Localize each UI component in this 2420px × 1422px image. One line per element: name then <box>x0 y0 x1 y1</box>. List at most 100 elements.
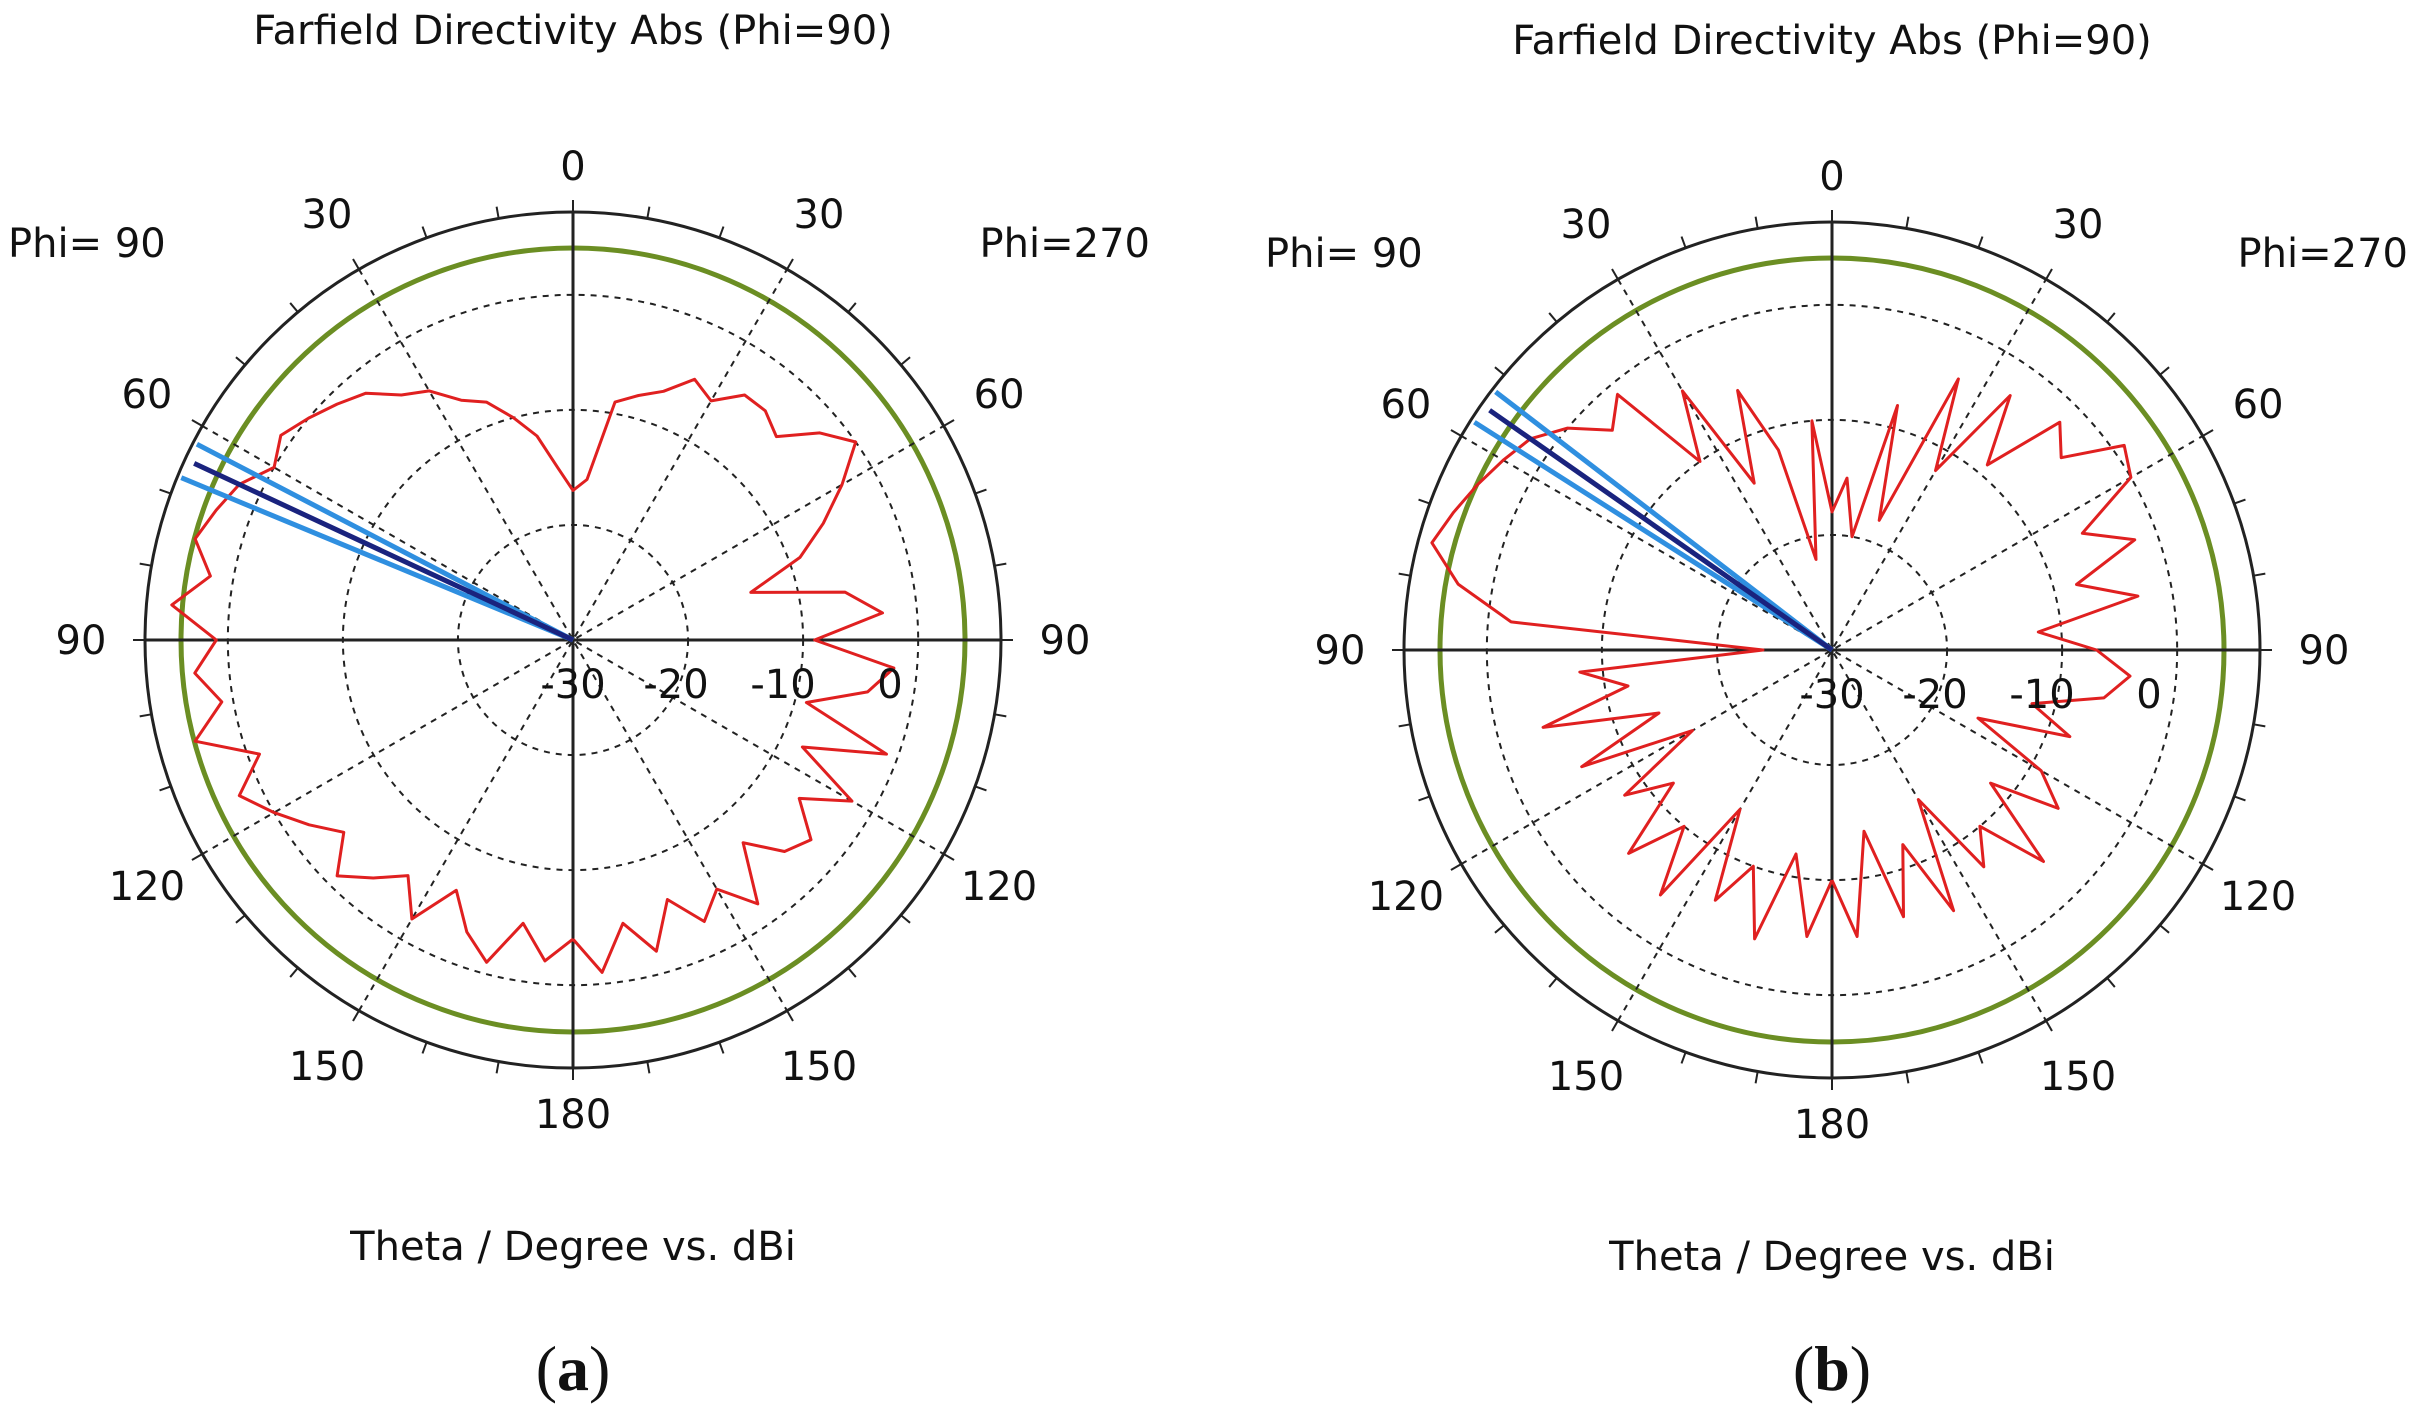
tick-mark <box>2233 795 2246 802</box>
tick-mark <box>1680 236 1687 249</box>
tick-mark <box>495 1061 500 1074</box>
angle-tick-label: 150 <box>781 1044 857 1090</box>
angle-tick-label: 150 <box>289 1044 365 1090</box>
tick-mark <box>2253 723 2266 728</box>
tick-mark <box>1418 795 1431 802</box>
tick-mark <box>1398 572 1411 577</box>
main-lobe-line <box>193 461 575 643</box>
angle-tick-label: 90 <box>2299 628 2350 674</box>
radial-tick-labels: -30 -20 -10 0 <box>1799 672 2161 718</box>
angle-tick-label: 120 <box>961 864 1037 910</box>
tick-mark <box>786 258 794 270</box>
tick-mark <box>974 785 987 792</box>
grid-spoke <box>1617 278 2047 1022</box>
tick-mark <box>289 967 299 978</box>
tick-mark <box>159 488 172 495</box>
tick-mark <box>159 785 172 792</box>
tick-mark <box>191 419 203 427</box>
tick-mark <box>1548 312 1558 323</box>
beamwidth-line <box>180 475 574 643</box>
caption-close-paren: ) <box>1850 1333 1871 1404</box>
angle-tick-label: 0 <box>1819 154 1844 200</box>
tick-mark <box>2106 977 2116 988</box>
tick-mark <box>139 562 152 567</box>
tick-mark <box>847 302 857 313</box>
tick-mark <box>1418 498 1431 505</box>
tick-mark <box>1494 924 1505 934</box>
tick-mark <box>718 226 725 239</box>
tick-mark <box>2202 863 2214 871</box>
tick-mark <box>235 356 246 366</box>
tick-mark <box>847 967 857 978</box>
grid-spoke <box>201 425 945 855</box>
tick-mark <box>900 356 911 366</box>
radial-tick-label: -30 <box>540 662 605 708</box>
angle-tick-labels: 0 30 60 90 120 150 180 150 120 90 60 30 <box>1315 154 2350 1148</box>
tick-mark <box>352 1010 360 1022</box>
tick-mark <box>2202 429 2214 437</box>
angle-tick-label: 30 <box>1561 202 1612 248</box>
tick-mark <box>495 206 500 219</box>
angle-tick-label: 120 <box>2220 874 2296 920</box>
grid-spoke <box>358 268 788 1012</box>
angle-tick-label: 30 <box>794 192 845 238</box>
grid-spoke <box>1460 435 2204 865</box>
tick-mark <box>1905 216 1910 229</box>
tick-mark <box>191 853 203 861</box>
tick-mark <box>1494 366 1505 376</box>
tick-mark <box>1450 863 1462 871</box>
polar-chart-b: Farfield Directivity Abs (Phi=90) Phi= 9… <box>1265 18 2408 1404</box>
chart-title: Farfield Directivity Abs (Phi=90) <box>1512 18 2152 64</box>
polar-chart-a: Farfield Directivity Abs (Phi=90) Phi= 9… <box>8 8 1150 1404</box>
tick-mark <box>289 302 299 313</box>
tick-mark <box>646 1061 651 1074</box>
tick-mark <box>1754 216 1759 229</box>
angle-tick-label: 120 <box>1368 874 1444 920</box>
angle-tick-label: 150 <box>1548 1054 1624 1100</box>
radial-tick-label: -10 <box>750 662 815 708</box>
tick-mark <box>2159 366 2170 376</box>
tick-mark <box>1611 1020 1619 1032</box>
radial-tick-label: -20 <box>643 662 708 708</box>
tick-mark <box>943 419 955 427</box>
tick-mark <box>1754 1071 1759 1084</box>
pattern-trace <box>170 377 896 974</box>
angle-tick-label: 60 <box>2233 382 2284 428</box>
grid-spoke <box>1617 278 2047 1022</box>
beamwidth-line <box>1473 420 1834 653</box>
main-lobe-line <box>1488 408 1834 653</box>
radial-tick-label: -10 <box>2009 672 2074 718</box>
angle-tick-label: 30 <box>2053 202 2104 248</box>
angle-tick-label: 60 <box>1380 382 1431 428</box>
tick-mark <box>1548 977 1558 988</box>
angle-tick-label: 180 <box>535 1092 611 1138</box>
caption-open-paren: ( <box>1793 1333 1814 1404</box>
radial-tick-label: -30 <box>1799 672 1864 718</box>
angle-tick-label: 90 <box>1315 628 1366 674</box>
tick-mark <box>646 206 651 219</box>
pattern-trace <box>1430 377 2140 941</box>
panel-caption: (b) <box>1793 1333 1871 1404</box>
caption-open-paren: ( <box>536 1333 557 1404</box>
tick-mark <box>1977 1051 1984 1064</box>
caption-close-paren: ) <box>589 1333 610 1404</box>
angle-tick-label: 90 <box>1040 618 1091 664</box>
phi-left-label: Phi= 90 <box>8 221 166 267</box>
tick-mark <box>974 488 987 495</box>
polar-grid <box>133 200 1013 1080</box>
tick-mark <box>1611 268 1619 280</box>
tick-mark <box>421 226 428 239</box>
angle-tick-label: 30 <box>302 192 353 238</box>
tick-mark <box>139 713 152 718</box>
tick-mark <box>1450 429 1462 437</box>
tick-mark <box>1905 1071 1910 1084</box>
tick-mark <box>718 1041 725 1054</box>
polar-data <box>1430 377 2140 941</box>
angle-tick-labels: 0 30 60 90 120 150 180 150 120 90 60 30 <box>56 144 1091 1138</box>
radial-tick-label: -20 <box>1902 672 1967 718</box>
panel-caption: (a) <box>536 1333 611 1404</box>
caption-letter: b <box>1814 1333 1850 1404</box>
tick-mark <box>2045 268 2053 280</box>
grid-spoke <box>201 425 945 855</box>
